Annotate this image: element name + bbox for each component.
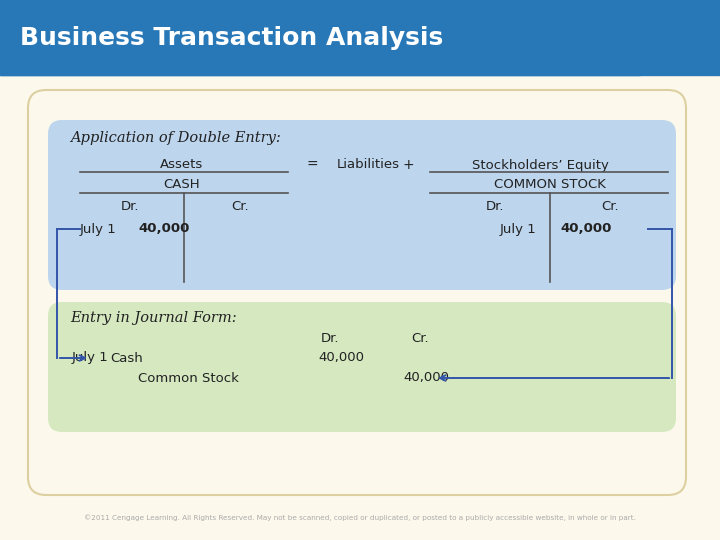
Text: Dr.: Dr. [320, 332, 339, 345]
Text: COMMON STOCK: COMMON STOCK [494, 179, 606, 192]
Text: Cash: Cash [110, 352, 143, 365]
Text: July 1: July 1 [72, 352, 109, 365]
Text: Cr.: Cr. [231, 200, 249, 213]
FancyBboxPatch shape [28, 90, 686, 495]
Text: Dr.: Dr. [121, 200, 139, 213]
FancyBboxPatch shape [0, 0, 645, 75]
Text: July 1: July 1 [80, 222, 117, 235]
FancyBboxPatch shape [48, 302, 676, 432]
Text: Assets: Assets [161, 159, 204, 172]
Text: Liabilities: Liabilities [336, 159, 400, 172]
Text: Entry in Journal Form:: Entry in Journal Form: [70, 311, 237, 325]
Text: Dr.: Dr. [486, 200, 504, 213]
Text: Application of Double Entry:: Application of Double Entry: [70, 131, 281, 145]
Bar [0, 0, 720, 75]
Text: Cr.: Cr. [411, 332, 429, 345]
Text: 40,000: 40,000 [560, 222, 611, 235]
Text: ©2011 Cengage Learning. All Rights Reserved. May not be scanned, copied or dupli: ©2011 Cengage Learning. All Rights Reser… [84, 515, 636, 521]
Bar [0, 0, 640, 75]
Text: 40,000: 40,000 [138, 222, 189, 235]
Text: =: = [306, 158, 318, 172]
Text: July 1: July 1 [500, 222, 536, 235]
FancyBboxPatch shape [48, 120, 676, 290]
Text: Stockholders’ Equity: Stockholders’ Equity [472, 159, 608, 172]
Text: 40,000: 40,000 [318, 352, 364, 365]
Text: Business Transaction Analysis: Business Transaction Analysis [20, 25, 444, 50]
Text: +: + [402, 158, 414, 172]
Text: Common Stock: Common Stock [138, 372, 239, 384]
Text: 40,000: 40,000 [403, 372, 449, 384]
Text: CASH: CASH [163, 179, 200, 192]
Text: Cr.: Cr. [601, 200, 618, 213]
